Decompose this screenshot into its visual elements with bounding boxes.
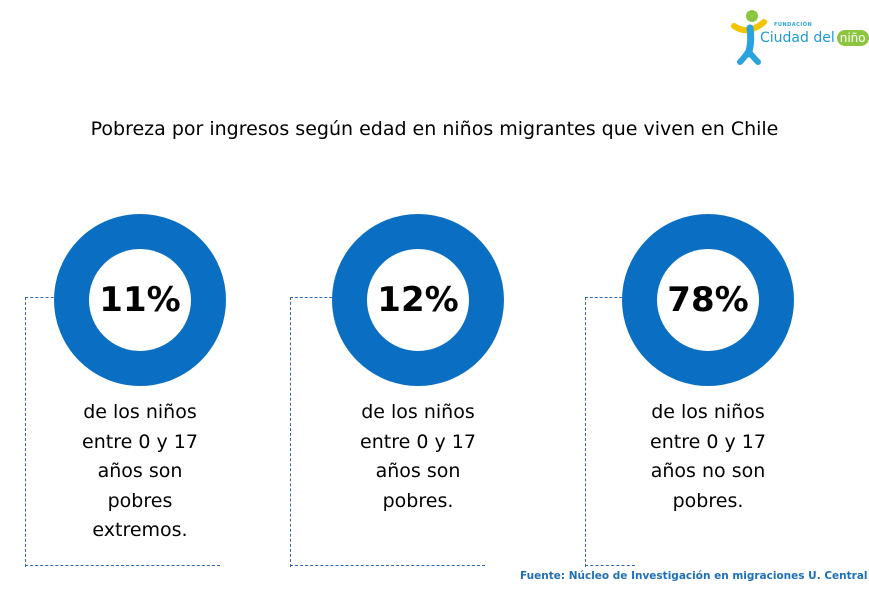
description-line: años son [375,460,461,482]
logo-name-part1: Ciudad del [760,30,835,46]
description-line: de los niños [361,401,475,423]
description-line: años son [97,460,183,482]
child-figure-icon [731,10,767,65]
description-line: pobres. [672,489,744,512]
source-note: Fuente: Núcleo de Investigación en migra… [520,570,868,582]
logo-name-part2: niño [836,30,869,46]
description-line: pobres. [382,489,454,512]
stat-description: de los niños entre 0 y 17 años no son pobre… [613,398,803,516]
dashed-bracket [290,297,291,567]
description-line: entre 0 y 17 [82,430,198,453]
bracket-top-dash [585,297,632,298]
bracket-bottom-dash [25,565,220,566]
description-line: extremos. [92,519,188,541]
bracket-bottom-dash [290,565,485,566]
stat-description: de los niños entre 0 y 17 años son pobres ex… [45,398,235,546]
description-line: entre 0 y 17 [650,430,766,453]
description-line: entre 0 y 17 [360,430,476,453]
dashed-bracket [25,297,26,567]
stat-description: de los niños entre 0 y 17 años son pobres. [323,398,513,516]
dashed-bracket [585,297,586,567]
bracket-top-dash [25,297,64,298]
logo-wordmark: Ciudad del niño [760,30,869,46]
description-line: pobres [107,489,173,512]
bracket-bottom-dash [585,565,635,566]
logo-foundation-label: FUNDACIÓN [774,22,813,28]
stat-percentage: 78% [667,280,749,320]
fundacion-logo: FUNDACIÓN Ciudad del niño [728,8,869,68]
stat-percentage: 11% [99,280,181,320]
chart-title: Pobreza por ingresos según edad en niños… [90,118,779,140]
bracket-top-dash [290,297,342,298]
description-line: de los niños [651,401,765,423]
description-line: años no son [650,460,766,482]
description-line: de los niños [83,401,197,423]
stat-percentage: 12% [377,280,459,320]
